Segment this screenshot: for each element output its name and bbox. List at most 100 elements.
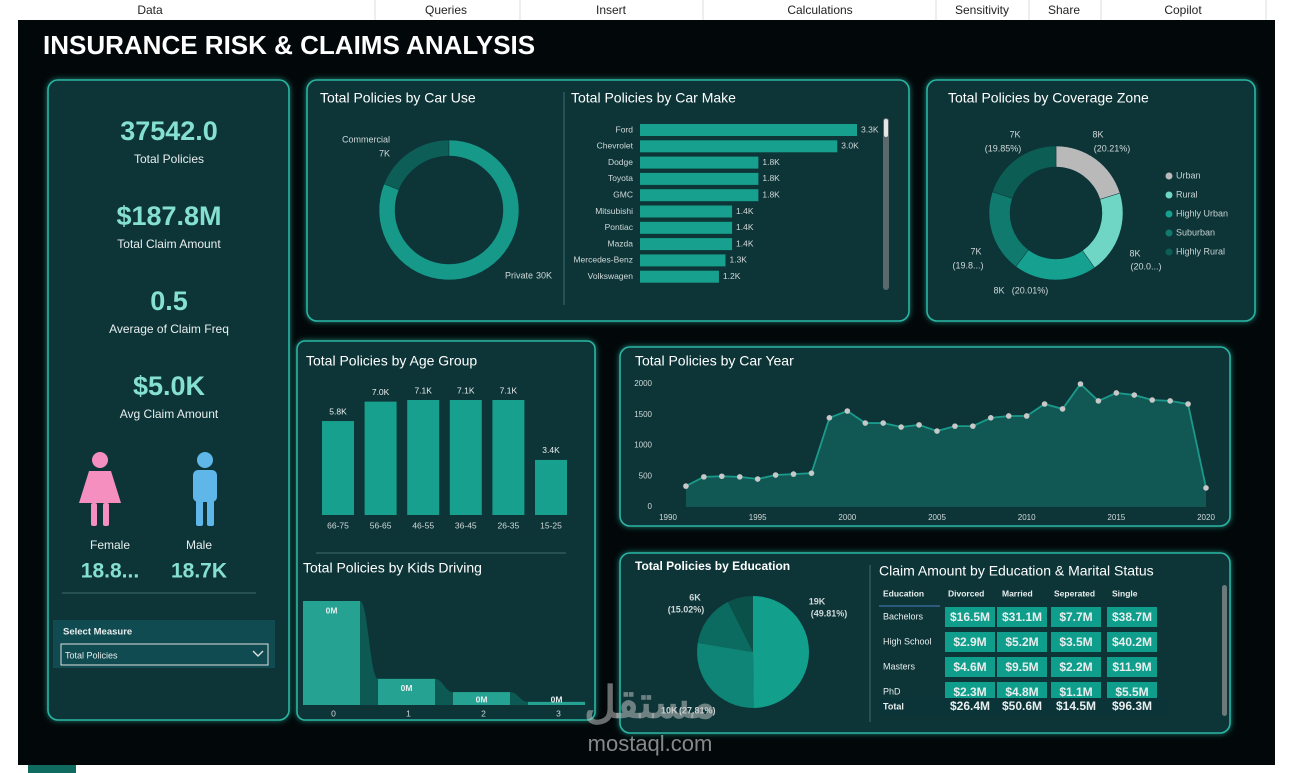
coverage-panel	[926, 79, 1256, 322]
cell-value: $1.1M	[1059, 685, 1092, 699]
kpi-label: Avg Claim Amount	[120, 407, 219, 421]
legend-label: Highly Rural	[1176, 246, 1225, 256]
data-label: (19.85%)	[985, 143, 1022, 153]
slice	[697, 642, 754, 708]
bar	[378, 678, 435, 705]
scroll-thumb[interactable]	[884, 119, 888, 137]
menu-item[interactable]: Share	[1048, 3, 1080, 17]
data-label: 30K	[536, 270, 552, 280]
cell-value: $4.6M	[953, 660, 986, 674]
y-tick-label: 1500	[634, 410, 652, 419]
point	[736, 474, 743, 480]
cell	[1051, 632, 1101, 652]
data-label: Private	[505, 270, 533, 280]
bar	[322, 421, 354, 515]
data-label: (27.81%)	[679, 705, 716, 715]
data-label: 19K	[809, 596, 826, 606]
data-label: 0M	[326, 605, 338, 615]
slice	[728, 596, 753, 652]
cell	[1107, 657, 1157, 677]
point	[952, 423, 958, 429]
data-label: 1.3K	[729, 255, 747, 265]
y-tick-label: 500	[639, 471, 653, 480]
category-label: 36-45	[455, 520, 477, 530]
menu-item[interactable]: Copilot	[1164, 3, 1202, 17]
kpi-value: 37542.0	[120, 116, 218, 146]
slicer-label: Select Measure	[63, 627, 132, 638]
bar	[640, 221, 733, 234]
matrix-title: Claim Amount by Education & Marital Stat…	[879, 563, 1154, 579]
bar	[364, 401, 397, 515]
data-label: 0M	[551, 694, 563, 704]
data-label: 5.8K	[329, 406, 347, 416]
data-label: 10K	[661, 705, 678, 715]
cell-value: $9.5M	[1005, 660, 1038, 674]
category-label: 0	[331, 708, 336, 718]
ribbon	[360, 601, 378, 705]
column-header: Divorced	[948, 588, 984, 598]
point	[880, 420, 886, 426]
menu-item[interactable]: Insert	[596, 3, 627, 17]
legend-label: Suburban	[1176, 227, 1215, 237]
column-header: Married	[1002, 588, 1033, 598]
area	[685, 384, 1206, 507]
ribbon	[510, 692, 528, 705]
cell-value: $2.3M	[953, 685, 986, 699]
point	[1023, 413, 1030, 419]
gender-label: Female	[90, 538, 130, 552]
y-tick-label: 0	[648, 502, 653, 511]
cell	[945, 682, 995, 702]
slice	[697, 601, 753, 652]
point	[1131, 392, 1138, 398]
cell	[945, 657, 995, 677]
point	[1077, 381, 1084, 387]
scrollbar[interactable]	[883, 118, 889, 290]
category-label: Volkswagen	[588, 271, 634, 281]
male-icon	[193, 452, 217, 526]
menu-item[interactable]: Calculations	[787, 3, 852, 17]
dropdown-chevron[interactable]	[252, 650, 264, 657]
category-label: 46-55	[412, 520, 434, 530]
legend-swatch	[1165, 248, 1173, 256]
cell	[1051, 657, 1101, 677]
menu-item[interactable]: Queries	[425, 3, 467, 17]
cell-value: $5.5M	[1115, 685, 1148, 699]
category-label: GMC	[613, 189, 633, 199]
data-label: 7K	[379, 148, 390, 158]
gender-value: 18.8...	[81, 560, 139, 583]
cell-value: $38.7M	[1112, 610, 1152, 624]
slicer-value[interactable]: Total Policies	[65, 650, 118, 660]
bar	[640, 156, 759, 169]
point	[862, 420, 869, 426]
data-label: 1.8K	[762, 173, 780, 183]
bar	[640, 189, 759, 202]
data-label: 8K	[1092, 129, 1103, 139]
cell-value: $5.2M	[1005, 635, 1038, 649]
dropdown[interactable]	[60, 643, 269, 666]
data-label: 3.4K	[542, 445, 560, 455]
legend-swatch	[1165, 229, 1173, 237]
cell	[1051, 682, 1101, 702]
car-panel	[306, 79, 910, 322]
x-tick-label: 2000	[838, 513, 856, 522]
category-label: 15-25	[540, 520, 562, 530]
point	[1203, 485, 1209, 491]
kpi-value: $5.0K	[133, 371, 206, 401]
cell-value: $2.9M	[953, 635, 986, 649]
category-label: Dodge	[608, 157, 633, 167]
category-label: Ford	[616, 124, 634, 134]
x-tick-label: 2005	[928, 513, 946, 522]
data-label: (49.81%)	[811, 608, 848, 618]
bar	[449, 400, 482, 515]
scrollbar[interactable]	[1222, 585, 1227, 716]
row-header: Bachelors	[883, 611, 924, 621]
data-label: (20.21%)	[1094, 143, 1131, 153]
gender-value: 18.7K	[171, 560, 227, 583]
bar	[640, 254, 726, 267]
category-label: Mazda	[607, 238, 633, 248]
menu-item[interactable]: Sensitivity	[955, 3, 1009, 17]
page-tab[interactable]	[28, 765, 76, 773]
menu-item[interactable]: Data	[137, 3, 163, 17]
cell	[997, 657, 1047, 677]
